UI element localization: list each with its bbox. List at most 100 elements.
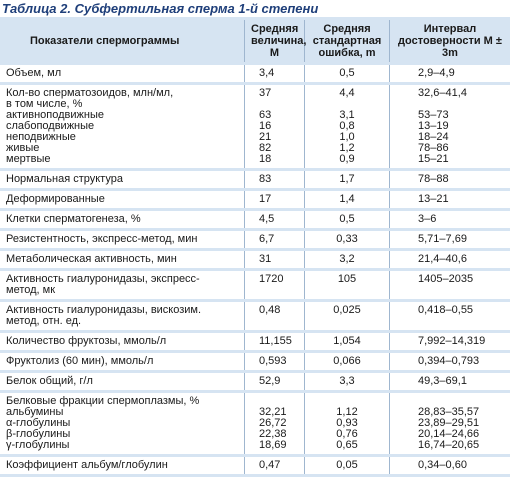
cell-line: 3,1 (339, 109, 355, 121)
cell-line: 17 (259, 193, 272, 205)
value-cell: 78–88 (390, 171, 510, 188)
cell-line: 4,4 (339, 87, 355, 99)
cell-line: 78–88 (418, 173, 449, 185)
cell-line: 1,054 (333, 335, 361, 347)
header-cell: Средняя величина, M (245, 20, 306, 62)
value-cell: 28,83–35,57 23,89–29,51 20,14–24,66 16,74–2… (390, 393, 510, 454)
cell-line: метод, отн. ед. (6, 315, 82, 327)
value-cell: 17 (245, 191, 305, 208)
value-cell: 83 (245, 171, 305, 188)
row-label: Фруктолиз (60 мин), ммоль/л (0, 353, 245, 370)
value-cell: 1,054 (305, 333, 390, 350)
cell-line: 21 (259, 131, 272, 143)
value-cell: 0,48 (245, 302, 305, 330)
cell-line: 18,69 (259, 439, 287, 451)
cell-line: 0,418–0,55 (418, 304, 474, 316)
cell-line: 0,93 (336, 417, 358, 429)
cell-line: 4,5 (259, 213, 275, 225)
cell-line: 0,593 (259, 355, 287, 367)
value-cell: 49,3–69,1 (390, 373, 510, 390)
cell-line: 31 (259, 253, 272, 265)
cell-line: 49,3–69,1 (418, 375, 467, 387)
row-label: Клетки сперматогенеза, % (0, 211, 245, 228)
cell-line: 53–73 (418, 109, 449, 121)
cell-line: 0,5 (339, 213, 355, 225)
row-label: Нормальная структура (0, 171, 245, 188)
cell-line: 0,8 (339, 120, 355, 132)
cell-line: 15–21 (418, 153, 449, 165)
cell-line: 3,4 (259, 67, 275, 79)
cell-line: 0,394–0,793 (418, 355, 480, 367)
cell-line: 22,38 (259, 428, 287, 440)
cell-line: Кол-во сперматозоидов, млн/мл, (6, 87, 174, 99)
value-cell: 21,4–40,6 (390, 251, 510, 268)
cell-line: 0,47 (259, 459, 281, 471)
cell-line: 0,025 (333, 304, 361, 316)
cell-line: метод, мк (6, 284, 56, 296)
row-label: Белок общий, г/л (0, 373, 245, 390)
cell-line: Коэффициент альбум/глобулин (6, 459, 168, 471)
cell-line: Белковые фракции спермоплазмы, % (6, 395, 200, 407)
cell-line: 1,12 (336, 406, 358, 418)
table-row: Белковые фракции спермоплазмы, % альбумин… (0, 393, 510, 454)
table-row: Активность гиалуронидазы, вискозим. метод… (0, 302, 510, 330)
cell-line: 0,33 (336, 233, 358, 245)
value-cell: 4,5 (245, 211, 305, 228)
row-label: Кол-во сперматозоидов, млн/мл, в том числ… (0, 85, 245, 168)
value-cell: 0,5 (305, 65, 390, 82)
cell-line: 0,5 (339, 67, 355, 79)
blank-line (259, 316, 298, 327)
value-cell: 7,992–14,319 (390, 333, 510, 350)
value-cell: 13–21 (390, 191, 510, 208)
cell-line: в том числе, % (6, 98, 83, 110)
table: Показатели спермограммы Средняя величина,… (0, 17, 510, 477)
value-cell: 0,066 (305, 353, 390, 370)
cell-line: Белок общий, г/л (6, 375, 93, 387)
cell-line: 1,2 (339, 142, 355, 154)
cell-line: Клетки сперматогенеза, % (6, 213, 141, 225)
value-cell: 31 (245, 251, 305, 268)
table-body: Объем, мл 3,4 0,5 2,9–4,9 Кол-во сперматозои… (0, 65, 510, 474)
value-cell: 3–6 (390, 211, 510, 228)
cell-line: Фруктолиз (60 мин), ммоль/л (6, 355, 154, 367)
table-row: Количество фруктозы, ммоль/л 11,155 1,054 7… (0, 333, 510, 350)
cell-line: живые (6, 142, 40, 154)
cell-line: 11,155 (259, 335, 292, 347)
cell-line: 105 (337, 273, 357, 285)
value-cell: 3,2 (305, 251, 390, 268)
value-cell: 3,4 (245, 65, 305, 82)
value-cell: 4,4 3,1 0,8 1,0 1,2 0,9 (305, 85, 390, 168)
table-row: Белок общий, г/л 52,9 3,3 49,3–69,1 (0, 373, 510, 390)
cell-line: 7,992–14,319 (418, 335, 486, 347)
cell-line: 18–24 (418, 131, 449, 143)
blank-line (311, 285, 383, 296)
row-label: Активность гиалуронидазы, вискозим. метод… (0, 302, 245, 330)
table-row: Коэффициент альбум/глобулин 0,47 0,05 0,34–… (0, 457, 510, 474)
cell-line: 21,4–40,6 (418, 253, 467, 265)
value-cell: 105 (305, 271, 390, 299)
row-label: Количество фруктозы, ммоль/л (0, 333, 245, 350)
cell-line: 0,48 (259, 304, 281, 316)
value-cell: 0,47 (245, 457, 305, 474)
cell-line: Активность гиалуронидазы, экспресс- (6, 273, 200, 285)
cell-line: слабоподвижные (6, 120, 95, 132)
table-row: Метаболическая активность, мин 31 3,2 21,4–… (0, 251, 510, 268)
cell-line: 0,9 (339, 153, 355, 165)
value-cell: 3,3 (305, 373, 390, 390)
cell-line: 2,9–4,9 (418, 67, 455, 79)
cell-line: γ-глобулины (6, 439, 70, 451)
cell-line: 3–6 (418, 213, 437, 225)
cell-line: Деформированные (6, 193, 105, 205)
table-row: Резистентность, экспресс-метод, мин 6,7 0,… (0, 231, 510, 248)
cell-line: 5,71–7,69 (418, 233, 467, 245)
value-cell: 1405–2035 (390, 271, 510, 299)
cell-line: 37 (259, 87, 272, 99)
cell-line: 1720 (259, 273, 284, 285)
cell-line: 0,76 (336, 428, 358, 440)
value-cell: 1,4 (305, 191, 390, 208)
value-cell: 32,21 26,72 22,38 18,69 (245, 393, 305, 454)
row-label: Метаболическая активность, мин (0, 251, 245, 268)
value-cell: 5,71–7,69 (390, 231, 510, 248)
value-cell: 6,7 (245, 231, 305, 248)
